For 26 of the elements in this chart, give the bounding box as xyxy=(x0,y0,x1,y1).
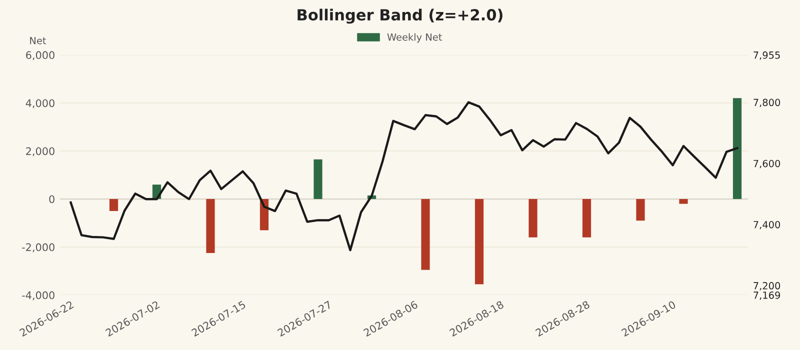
y-tick-label: -2,000 xyxy=(22,243,54,252)
bar xyxy=(582,199,592,238)
bar xyxy=(474,199,484,284)
line-series xyxy=(70,101,738,252)
y2-tick-label: 7,400 xyxy=(754,220,780,230)
bar xyxy=(206,199,215,254)
y2-tick-label: 7,955 xyxy=(754,51,780,60)
bar xyxy=(421,199,430,270)
y2-tick-label: 7,600 xyxy=(754,160,780,168)
y2-tick-label: 7,800 xyxy=(754,98,780,108)
bar xyxy=(679,199,688,204)
y-tick-label: 6,000 xyxy=(26,51,54,60)
legend-label: Weekly Net xyxy=(387,33,442,43)
bar xyxy=(528,199,538,238)
y-tick-label: 0 xyxy=(49,195,54,204)
bar xyxy=(636,199,645,221)
bar xyxy=(314,159,322,200)
chart-title: Bollinger Band (z=+2.0) xyxy=(298,8,502,24)
y-tick-label: 2,000 xyxy=(26,147,54,156)
bar xyxy=(732,98,742,200)
y2-tick-label: 7,200 xyxy=(754,282,780,290)
y-axis-title: Net xyxy=(30,37,46,44)
bar xyxy=(109,199,118,212)
y2-tick-label: 7,169 xyxy=(754,292,780,300)
y-tick-label: -4,000 xyxy=(22,291,54,300)
y-tick-label: 4,000 xyxy=(26,99,54,108)
